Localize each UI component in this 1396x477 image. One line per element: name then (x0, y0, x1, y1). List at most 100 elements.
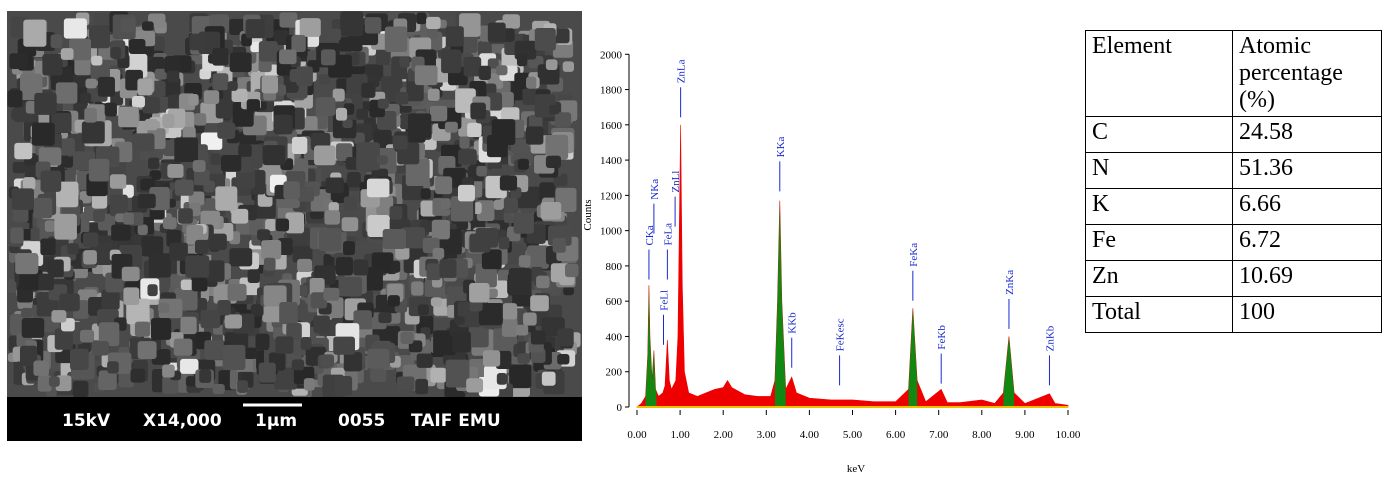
particle (426, 16, 441, 30)
particle (33, 197, 53, 219)
table-cell: 100 (1232, 296, 1382, 333)
particle (180, 316, 197, 335)
peak-label: CKa (644, 225, 656, 245)
sem-scale: 1µm (255, 411, 297, 431)
particle (291, 359, 305, 371)
highlight-area (645, 285, 657, 407)
particle (37, 375, 52, 392)
particle (475, 263, 497, 288)
particle (487, 288, 498, 298)
particle (70, 348, 89, 371)
highlight-area (908, 308, 918, 407)
peak-label: FeKesc (835, 318, 847, 351)
particle (406, 81, 424, 102)
particle (486, 134, 508, 158)
particle (526, 245, 549, 269)
particle (123, 212, 134, 225)
particle (289, 68, 302, 83)
composition-table: Element Atomic percentage (%) C 24.58 N 51.36… (1085, 30, 1382, 333)
particle (465, 322, 489, 348)
particle (323, 287, 340, 301)
particle (541, 371, 556, 386)
particle (516, 54, 528, 67)
particle (237, 380, 248, 393)
particle (91, 55, 103, 66)
particle (224, 314, 243, 329)
particle (299, 18, 321, 37)
particle (496, 65, 508, 76)
particle (80, 329, 95, 343)
particle (175, 179, 194, 196)
particle (338, 277, 363, 297)
particle (261, 75, 279, 94)
particle (227, 81, 238, 91)
particle (173, 338, 193, 356)
particle (534, 27, 556, 51)
particle (148, 157, 160, 170)
particle (429, 105, 448, 122)
particle (426, 263, 442, 281)
particle (203, 90, 220, 104)
particle (21, 307, 33, 318)
particle (297, 187, 315, 202)
particle (530, 295, 549, 312)
particle (554, 112, 572, 128)
table-row: Fe 6.72 (1085, 224, 1382, 261)
particle (493, 199, 504, 210)
particle (439, 259, 457, 278)
particle (318, 74, 331, 85)
particle (361, 82, 376, 98)
particle (467, 122, 482, 138)
particle (487, 58, 499, 69)
particle (389, 205, 403, 220)
particle (88, 158, 110, 182)
particle (314, 145, 336, 166)
table-row: C 24.58 (1085, 116, 1382, 153)
table-row: Element Atomic percentage (%) (1085, 30, 1382, 117)
particle (324, 210, 341, 225)
particle (265, 219, 277, 232)
particle (530, 330, 546, 345)
spectrum-area (636, 124, 1069, 408)
y-tick-label: 800 (606, 261, 623, 273)
particle (193, 169, 210, 186)
particle (321, 49, 336, 66)
particle (466, 378, 484, 393)
particle (262, 302, 285, 323)
particle (194, 239, 209, 254)
particle (286, 322, 302, 340)
particle (192, 160, 206, 172)
particle (392, 135, 408, 150)
particle (231, 208, 249, 224)
table-row: N 51.36 (1085, 152, 1382, 189)
particle (180, 358, 199, 374)
particle (395, 91, 409, 105)
particle (80, 92, 92, 104)
particle (470, 102, 486, 120)
particle (144, 118, 158, 131)
particle (55, 181, 79, 208)
sem-texture (7, 11, 581, 400)
particle (356, 108, 368, 120)
particle (246, 99, 261, 112)
particle (463, 56, 482, 77)
particle (91, 341, 109, 356)
table-cell: Total (1085, 296, 1233, 333)
particle (450, 196, 474, 222)
table-cell: K (1085, 188, 1233, 225)
particle (273, 114, 293, 135)
particle (279, 302, 298, 325)
particle (185, 255, 210, 278)
table-cell: 6.72 (1232, 224, 1382, 261)
particle (283, 181, 300, 200)
particle (137, 341, 157, 360)
particle (364, 17, 382, 34)
particle (150, 317, 172, 340)
particle (166, 229, 182, 247)
particle (277, 237, 293, 256)
particle (142, 21, 154, 31)
particle (238, 144, 252, 157)
particle (51, 310, 67, 323)
particle (379, 326, 401, 346)
